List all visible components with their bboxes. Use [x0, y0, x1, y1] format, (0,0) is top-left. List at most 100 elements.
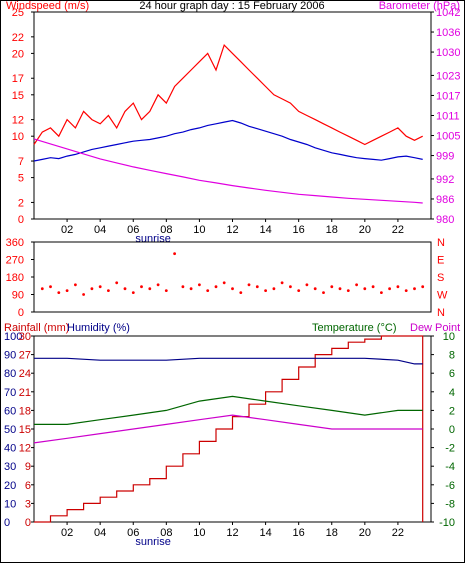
humidity-tick-label: 40	[4, 443, 16, 455]
x-tick-label: 02	[61, 527, 73, 539]
x-tick-label: 10	[193, 224, 205, 236]
x-tick-label: 22	[392, 224, 404, 236]
y-right-tick-label: 1017	[436, 90, 460, 102]
direction-point	[82, 293, 85, 296]
temp-tick-label: -10	[439, 517, 455, 529]
humidity-tick-label: 20	[4, 480, 16, 492]
x-tick-label: 20	[359, 527, 371, 539]
humidity-tick-label: 70	[4, 387, 16, 399]
temp-tick-label: 6	[449, 368, 455, 380]
temp-tick-label: 0	[449, 424, 455, 436]
y-right-tick-label: 1042	[436, 7, 460, 19]
x-tick-label: 22	[392, 527, 404, 539]
direction-point	[388, 287, 391, 291]
direction-tick-label: 270	[6, 255, 24, 267]
rain-tick-label: 15	[19, 424, 31, 436]
y-left-tick-label: 17	[12, 73, 24, 85]
rain-tick-label: 9	[25, 461, 31, 473]
direction-point	[404, 289, 408, 292]
direction-point	[115, 281, 119, 285]
x-tick-label: 14	[259, 527, 271, 539]
temp-tick-label: 10	[443, 331, 455, 343]
temp-tick-label: -8	[445, 498, 455, 510]
x-tick-label: 18	[326, 224, 338, 236]
y-left-tick-label: 22	[12, 32, 24, 44]
y-right-tick-label: 1005	[436, 131, 460, 143]
rain-tick-label: 6	[25, 480, 31, 492]
direction-point	[330, 285, 334, 289]
direction-point	[413, 287, 416, 291]
rain-tick-label: 27	[19, 350, 31, 362]
humidity-tick-label: 60	[4, 405, 16, 417]
direction-point	[164, 289, 168, 292]
rain-tick-label: 3	[25, 498, 31, 510]
direction-point	[322, 291, 325, 294]
x-tick-label: 04	[94, 224, 106, 236]
direction-point	[40, 287, 44, 291]
direction-tick-label: 0	[18, 307, 24, 319]
rain-tick-label: 18	[19, 405, 31, 417]
y-left-tick-label: 10	[12, 131, 24, 143]
y-right-tick-label: 1030	[436, 47, 460, 59]
direction-point	[313, 287, 317, 291]
compass-tick-label: E	[437, 255, 444, 267]
y-left-tick-label: 0	[18, 214, 24, 226]
temp-tick-label: -2	[445, 443, 455, 455]
humidity-tick-label: 100	[4, 331, 22, 343]
humidity-tick-label: 10	[4, 498, 16, 510]
y-left-tick-label: 25	[12, 7, 24, 19]
direction-tick-label: 360	[6, 237, 24, 249]
x-tick-label: 04	[94, 527, 106, 539]
rain-tick-label: 0	[25, 517, 31, 529]
chart-title: 24 hour graph day : 15 February 2006	[139, 0, 324, 12]
direction-point	[346, 289, 350, 292]
humidity-tick-label: 90	[4, 350, 16, 362]
direction-point	[123, 287, 127, 291]
direction-point	[222, 281, 226, 285]
direction-tick-label: 90	[12, 290, 24, 302]
direction-point	[264, 289, 267, 292]
dewpoint-series-line	[33, 414, 423, 444]
compass-tick-label: W	[437, 290, 448, 302]
direction-point	[189, 287, 193, 291]
x-tick-label: 18	[326, 527, 338, 539]
temp-tick-label: 2	[449, 405, 455, 417]
direction-point	[289, 285, 292, 289]
x-tick-label: 16	[293, 527, 305, 539]
y-right-tick-label: 1036	[436, 27, 460, 39]
rainfall-series-line	[34, 335, 424, 523]
y-right-tick-label: 980	[436, 214, 454, 226]
direction-point	[214, 285, 218, 289]
direction-point	[338, 287, 342, 291]
sunrise-label: sunrise	[135, 233, 170, 245]
direction-point	[140, 285, 143, 289]
direction-point	[181, 285, 185, 289]
direction-point	[297, 289, 301, 292]
x-tick-label: 16	[293, 224, 305, 236]
compass-tick-label: S	[437, 272, 444, 284]
rain-tick-label: 21	[19, 387, 31, 399]
direction-point	[198, 283, 201, 287]
humidity-series-line	[34, 357, 423, 365]
x-tick-label: 12	[226, 224, 238, 236]
y-right-tick-label: 986	[436, 194, 454, 206]
x-tick-label: 20	[359, 224, 371, 236]
direction-point	[239, 291, 243, 294]
direction-point	[280, 281, 284, 285]
direction-point	[231, 287, 234, 291]
y-right-tick-label: 1011	[436, 111, 460, 123]
direction-point	[74, 283, 77, 287]
direction-point	[98, 285, 102, 289]
direction-point	[206, 289, 210, 292]
x-tick-label: 06	[127, 224, 139, 236]
humidity-tick-label: 0	[4, 517, 10, 529]
y-right-tick-label: 992	[436, 174, 454, 186]
direction-point	[396, 285, 400, 289]
direction-point	[421, 285, 425, 289]
temp-tick-label: 8	[449, 350, 455, 362]
direction-point	[90, 287, 94, 291]
x-tick-label: 08	[160, 224, 172, 236]
direction-point	[148, 287, 152, 291]
direction-point	[363, 287, 367, 291]
